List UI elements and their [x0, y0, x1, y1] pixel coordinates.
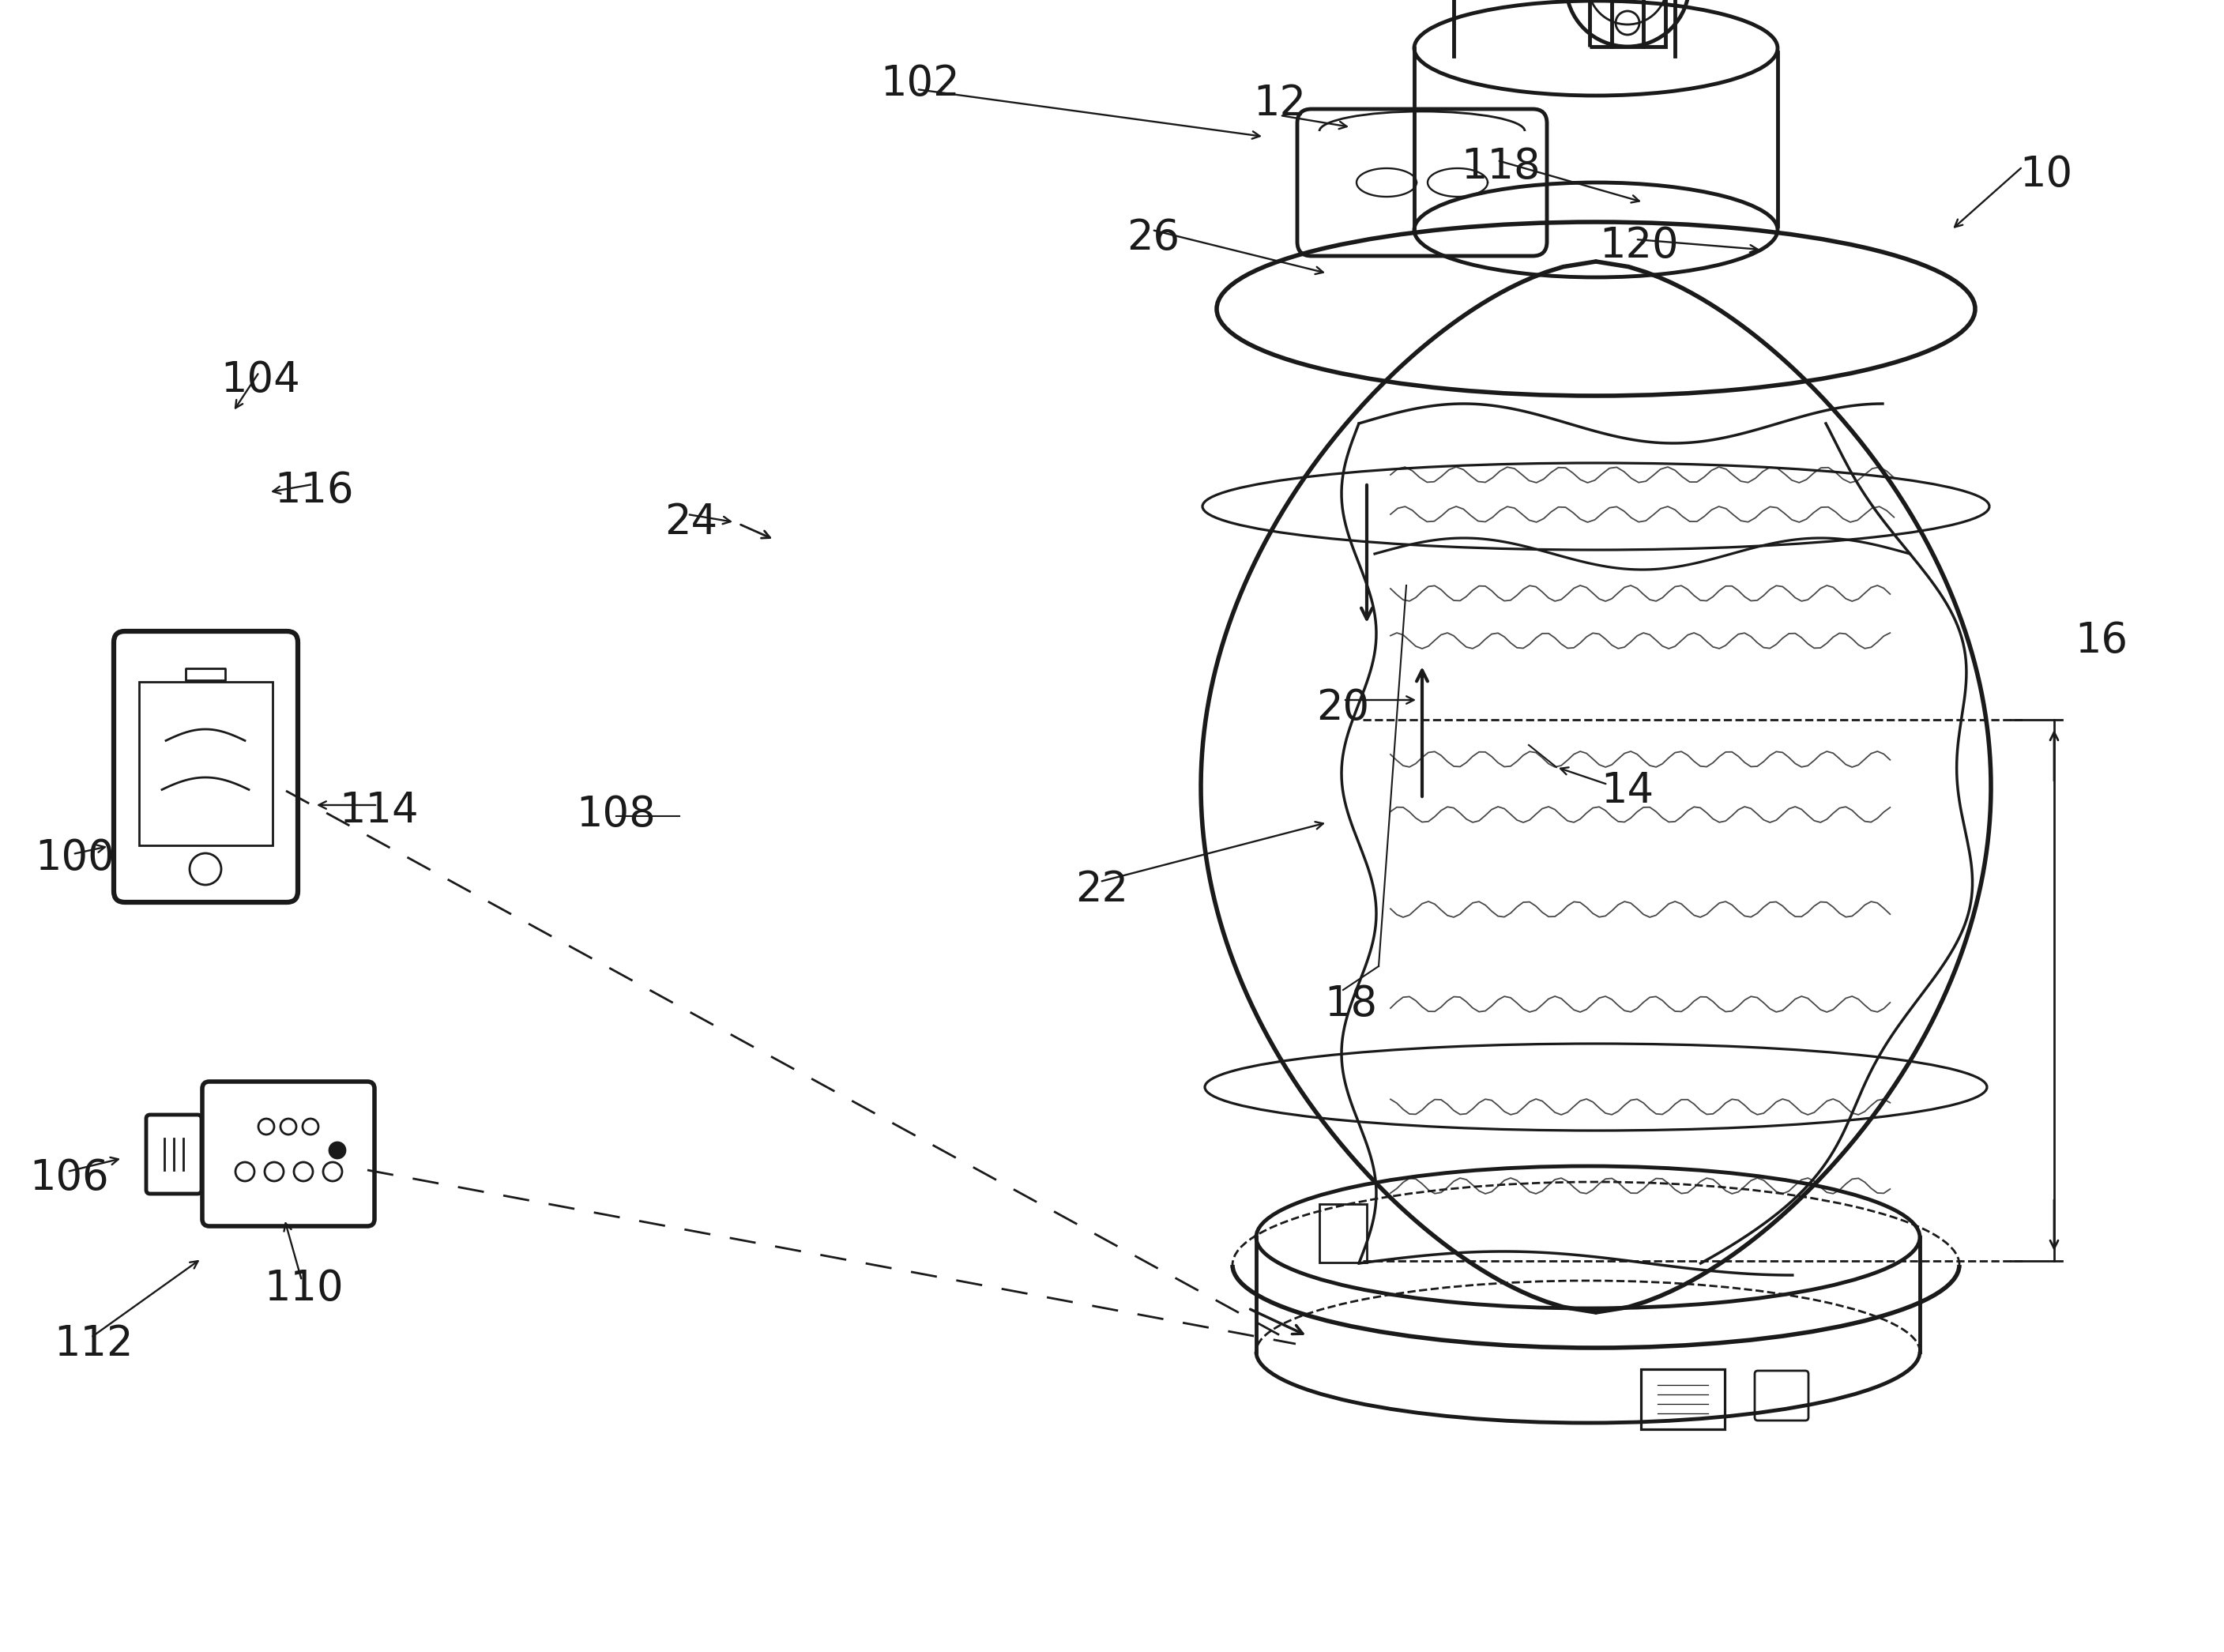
Bar	[185, 669, 225, 681]
Text: 104: 104	[220, 360, 300, 400]
Text: 14: 14	[1601, 770, 1655, 811]
Text: 118: 118	[1461, 145, 1541, 187]
Text: 108: 108	[576, 795, 656, 834]
Text: 114: 114	[340, 790, 418, 831]
Text: 120: 120	[1599, 225, 1679, 266]
Text: 16: 16	[2075, 620, 2128, 661]
Text: 10: 10	[2019, 154, 2073, 195]
Bar	[140, 682, 274, 846]
Text: 20: 20	[1317, 687, 1370, 729]
Text: 102: 102	[881, 63, 961, 104]
Text: 22: 22	[1076, 869, 1128, 910]
Circle shape	[329, 1143, 345, 1158]
Text: 18: 18	[1326, 983, 1377, 1024]
Text: 24: 24	[665, 502, 718, 544]
Text: 100: 100	[36, 838, 116, 879]
Text: 112: 112	[53, 1323, 133, 1365]
Text: 12: 12	[1254, 83, 1305, 124]
Text: 106: 106	[29, 1158, 109, 1198]
Text: 116: 116	[276, 471, 354, 510]
Text: 110: 110	[265, 1269, 345, 1308]
Text: 26: 26	[1128, 218, 1181, 258]
